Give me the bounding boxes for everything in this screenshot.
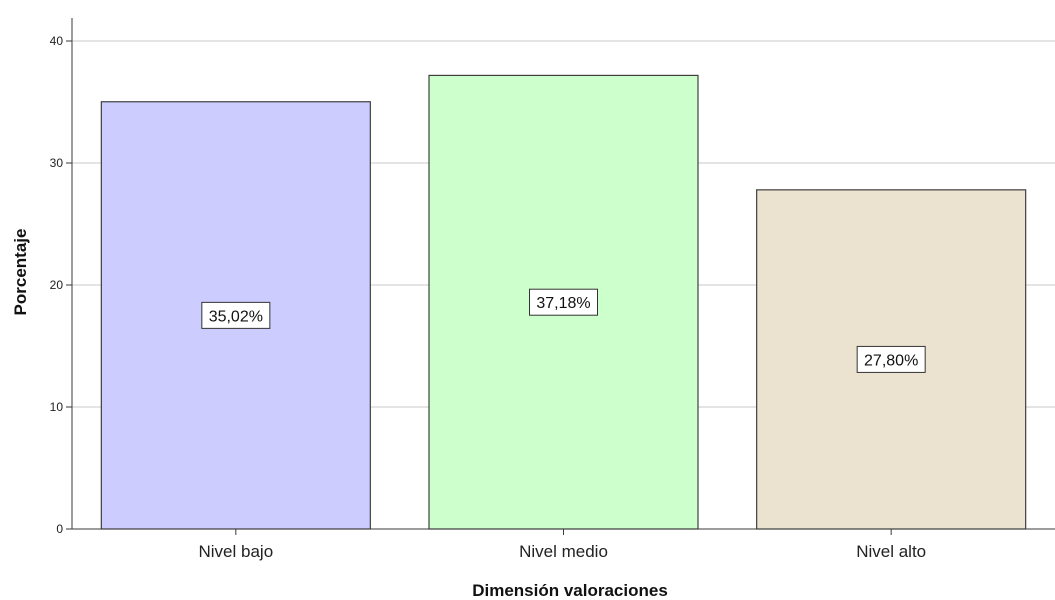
y-tick-label: 0: [56, 522, 63, 536]
y-tick-label: 20: [50, 278, 64, 292]
x-tick-label: Nivel medio: [519, 542, 608, 561]
data-label: 27,80%: [864, 352, 918, 369]
y-tick-label: 30: [50, 156, 64, 170]
x-axis-title: Dimensión valoraciones: [472, 581, 668, 600]
axes: 0 10 20 30 40 Nivel bajo Nivel medio Nivel alto: [50, 18, 1055, 561]
data-label-box: [201, 301, 271, 329]
data-label-box: [529, 288, 598, 316]
y-tick-label: 10: [50, 400, 64, 414]
x-tick-label: Nivel bajo: [199, 542, 274, 561]
y-axis-title: Porcentaje: [11, 229, 30, 316]
x-tick-label: Nivel alto: [856, 542, 926, 561]
y-tick-label: 40: [50, 34, 64, 48]
data-label: 37,18%: [536, 295, 590, 312]
data-labels: 35,02% 37,18% 27,80%: [201, 288, 926, 373]
data-label: 35,02%: [209, 308, 263, 325]
data-label-box: [856, 345, 926, 373]
